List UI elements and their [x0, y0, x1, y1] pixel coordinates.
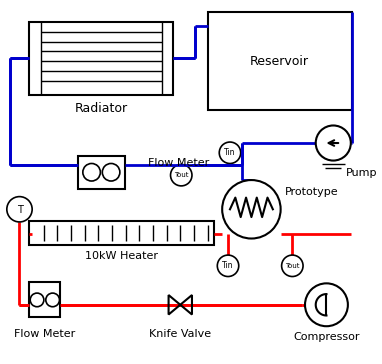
- Bar: [78, 156, 125, 189]
- Text: Compressor: Compressor: [293, 332, 360, 342]
- Text: Tout: Tout: [285, 263, 299, 269]
- Circle shape: [102, 163, 120, 181]
- Circle shape: [222, 180, 281, 238]
- Text: Prototype: Prototype: [285, 187, 338, 197]
- Circle shape: [282, 255, 303, 277]
- Text: Flow Meter: Flow Meter: [148, 158, 209, 169]
- Circle shape: [305, 283, 348, 326]
- Text: Radiator: Radiator: [75, 102, 128, 115]
- Bar: [207, 12, 352, 110]
- Text: 10kW Heater: 10kW Heater: [85, 251, 158, 261]
- Circle shape: [83, 163, 100, 181]
- Text: Knife Valve: Knife Valve: [149, 329, 211, 339]
- Text: T: T: [16, 205, 23, 215]
- Circle shape: [217, 255, 239, 277]
- Circle shape: [30, 293, 44, 307]
- Circle shape: [219, 142, 241, 163]
- Circle shape: [7, 197, 32, 222]
- Circle shape: [46, 293, 60, 307]
- Text: Flow Meter: Flow Meter: [14, 329, 76, 339]
- Bar: [29, 22, 173, 95]
- Circle shape: [316, 126, 351, 161]
- Bar: [29, 282, 60, 317]
- Text: Reservoir: Reservoir: [250, 55, 309, 68]
- Text: Tin: Tin: [224, 148, 236, 157]
- Text: Tin: Tin: [222, 261, 234, 270]
- Text: Tout: Tout: [174, 172, 188, 178]
- Bar: [29, 221, 214, 245]
- Circle shape: [170, 165, 192, 186]
- Text: Pump: Pump: [346, 168, 377, 178]
